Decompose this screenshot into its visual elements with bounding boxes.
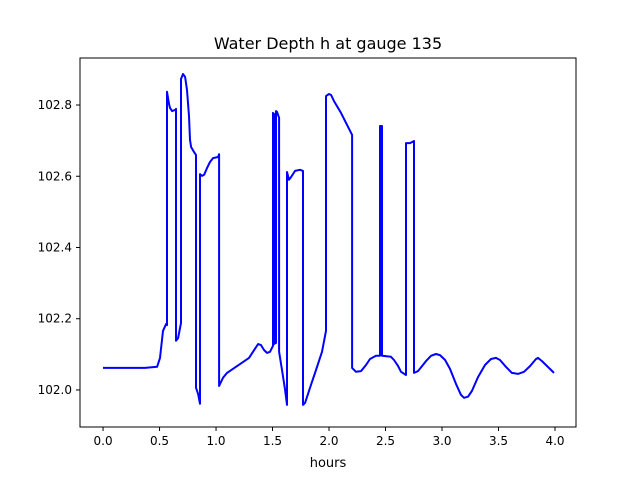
- x-tick-label: 3.0: [432, 434, 451, 448]
- x-axis-label: hours: [310, 456, 347, 471]
- x-tick-label: 0.5: [150, 434, 169, 448]
- x-tick-label: 0.0: [94, 434, 113, 448]
- axes-frame: [79, 57, 577, 428]
- x-tick-label: 1.0: [206, 434, 225, 448]
- chart-title: Water Depth h at gauge 135: [214, 34, 442, 53]
- series-line-h: [103, 73, 555, 406]
- x-tick-label: 2.0: [319, 434, 338, 448]
- x-tick-label: 4.0: [545, 434, 564, 448]
- x-tick-label: 1.5: [263, 434, 282, 448]
- x-axis-ticks: 0.0 0.5 1.0 1.5 2.0 2.5 3.0 3.5 4.0: [94, 427, 565, 448]
- x-tick-label: 3.5: [489, 434, 508, 448]
- y-tick-label: 102.6: [38, 169, 72, 183]
- y-tick-label: 102.4: [38, 240, 72, 254]
- plot-lines: [103, 73, 555, 406]
- y-tick-label: 102.8: [38, 98, 72, 112]
- y-tick-label: 102.0: [38, 383, 72, 397]
- x-tick-label: 2.5: [376, 434, 395, 448]
- y-tick-label: 102.2: [38, 312, 72, 326]
- y-axis-ticks: 102.0 102.2 102.4 102.6 102.8: [38, 98, 80, 397]
